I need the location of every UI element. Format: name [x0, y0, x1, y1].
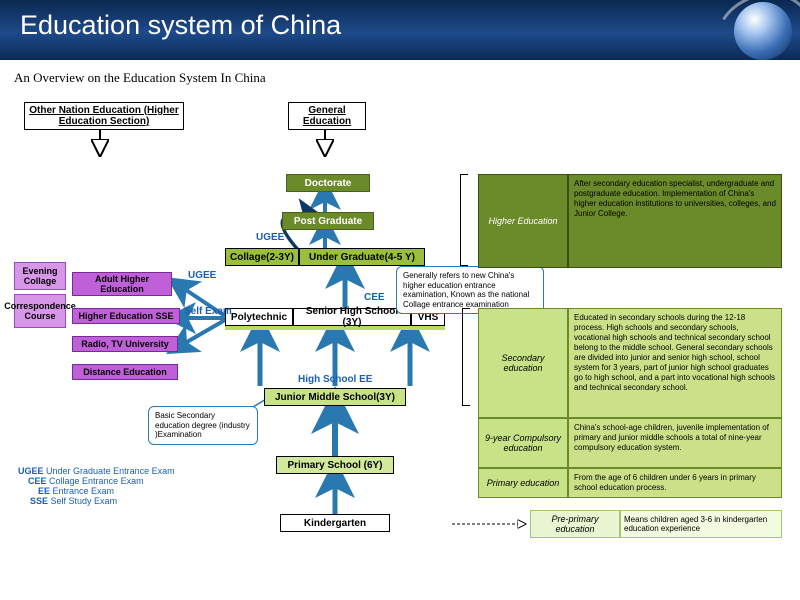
side-sec-txt: Educated in secondary schools during the… [568, 308, 782, 418]
other-education-header: Other Nation Education (Higher Education… [24, 102, 184, 130]
primary-school: Primary School (6Y) [276, 456, 394, 474]
junior-middle: Junior Middle School(3Y) [264, 388, 406, 406]
side-sec-tab: Secondary education [478, 308, 568, 418]
side-higher-tab: Higher Education [478, 174, 568, 268]
postgrad: Post Graduate [282, 212, 374, 230]
side-pre-tab: Pre-primary education [530, 510, 620, 538]
legend: UGEE Under Graduate Entrance Exam CEE Co… [18, 466, 175, 506]
correspondence: Correspondence Course [14, 294, 66, 328]
side-pre-txt: Means children aged 3-6 in kindergarten … [620, 510, 782, 538]
cee-label: CEE [364, 292, 385, 303]
ugee-label: UGEE [256, 232, 284, 243]
basic-callout: Basic Secondary education degree (indust… [148, 406, 258, 445]
slide-title: Education system of China [20, 10, 780, 41]
brace-higher [460, 174, 468, 266]
collage: Collage(2-3Y) [225, 248, 299, 266]
senior-high: Senior High School (3Y) [293, 308, 411, 326]
radio-tv: Radio, TV University [72, 336, 178, 352]
distance-ed: Distance Education [72, 364, 178, 380]
ugee-label2: UGEE [188, 270, 216, 281]
self-exam-label: Self Exam [184, 306, 232, 317]
general-education-header: General Education [288, 102, 366, 130]
hsee-label: High School EE [298, 374, 372, 385]
adult-higher: Adult Higher Education [72, 272, 172, 296]
evening-collage: Evening Collage [14, 262, 66, 290]
side-prim-tab: Primary education [478, 468, 568, 498]
side-prim-txt: From the age of 6 children under 6 years… [568, 468, 782, 498]
polytechnic: Polytechnic [225, 308, 293, 326]
kindergarten: Kindergarten [280, 514, 390, 532]
undergrad: Under Graduate(4-5 Y) [299, 248, 425, 266]
doctorate: Doctorate [286, 174, 370, 192]
side-comp-tab: 9-year Compulsory education [478, 418, 568, 468]
brace-secondary [462, 308, 470, 406]
side-higher-txt: After secondary education specialist, un… [568, 174, 782, 268]
higher-sse: Higher Education SSE [72, 308, 180, 324]
side-comp-txt: China's school-age children, juvenile im… [568, 418, 782, 468]
diagram-stage: Other Nation Education (Higher Education… [0, 86, 800, 600]
globe-icon [734, 2, 792, 60]
slide-header: Education system of China [0, 0, 800, 62]
